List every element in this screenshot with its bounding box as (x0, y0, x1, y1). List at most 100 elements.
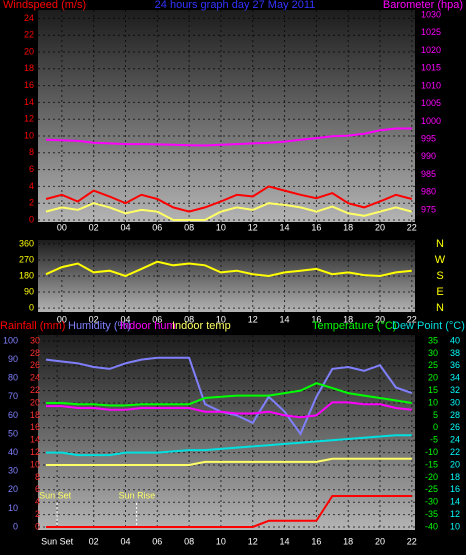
y-tick-label: 32 (450, 385, 460, 395)
x-tick-label: 16 (311, 222, 321, 232)
legend-label: Dew Point (°C) (392, 320, 465, 332)
y-tick-label: 10 (24, 130, 34, 140)
x-tick-label: 10 (216, 536, 226, 546)
x-tick-label: 04 (120, 222, 130, 232)
legend-label: Rainfall (mm) (0, 320, 65, 332)
y-tick-label: 14 (30, 435, 40, 445)
y-tick-label: 0 (433, 422, 438, 432)
y-tick-label: -10 (425, 447, 438, 457)
y-tick-label: 270 (19, 254, 34, 264)
y-tick-label: -5 (430, 435, 438, 445)
y-tick-label: 18 (30, 410, 40, 420)
y-tick-label: 2 (29, 198, 34, 208)
y-tick-label: 15 (428, 385, 438, 395)
y-tick-label: 10 (8, 503, 18, 513)
y-tick-label: 14 (24, 97, 34, 107)
y-tick-label: 40 (450, 335, 460, 345)
x-tick-label: 18 (343, 314, 353, 324)
y-tick-label: 16 (24, 80, 34, 90)
y-tick-label: 14 (450, 497, 460, 507)
x-tick-label: 00 (57, 222, 67, 232)
y-tick-label: 5 (433, 410, 438, 420)
y-tick-label: 38 (450, 348, 460, 358)
y-tick-label: 24 (450, 435, 460, 445)
legend-label: Indoor temp (172, 320, 231, 332)
y-tick-label: 36 (450, 360, 460, 370)
y-tick-label: -35 (425, 509, 438, 519)
y2-tick-label: 1010 (421, 80, 441, 90)
plot-area (38, 335, 415, 530)
series-line (46, 457, 412, 466)
x-tick-label: 10 (216, 314, 226, 324)
x-tick-label: Sun Set (41, 536, 74, 546)
x-tick-label: 12 (248, 314, 258, 324)
y-tick-label: 12 (30, 447, 40, 457)
x-tick-label: 10 (216, 222, 226, 232)
series-line (46, 382, 412, 407)
y-tick-label: 22 (30, 385, 40, 395)
y-tick-label: 6 (35, 484, 40, 494)
y-tick-label: 28 (450, 410, 460, 420)
compass-label: N (436, 238, 444, 250)
y-tick-label: 20 (428, 373, 438, 383)
y2-tick-label: 1005 (421, 98, 441, 108)
y-axis-label: Windspeed (m/s) (3, 0, 86, 11)
y2-tick-label: 1020 (421, 45, 441, 55)
y-tick-label: 90 (8, 354, 18, 364)
y-tick-label: 16 (450, 484, 460, 494)
x-tick-label: 08 (184, 314, 194, 324)
y-tick-label: 25 (428, 360, 438, 370)
y-tick-label: 60 (8, 410, 18, 420)
series-line (45, 127, 412, 147)
x-tick-label: 18 (343, 222, 353, 232)
x-tick-label: 14 (280, 222, 290, 232)
x-tick-label: 08 (184, 222, 194, 232)
y-tick-label: 10 (30, 459, 40, 469)
y-tick-label: 12 (24, 114, 34, 124)
y2-axis-label: Barometer (hpa) (383, 0, 463, 11)
y-tick-label: 10 (428, 397, 438, 407)
compass-label: S (436, 270, 443, 282)
legend-label: Humidity (%) (68, 320, 131, 332)
y-tick-label: 50 (8, 428, 18, 438)
y2-tick-label: 990 (421, 151, 436, 161)
y-tick-label: 0 (29, 302, 34, 312)
x-tick-label: 12 (248, 222, 258, 232)
y-tick-label: 180 (19, 270, 34, 280)
compass-label: E (436, 286, 443, 298)
x-tick-label: 02 (89, 314, 99, 324)
y-tick-label: 16 (30, 422, 40, 432)
y-tick-label: 24 (30, 373, 40, 383)
series-line (45, 185, 413, 213)
y2-tick-label: 980 (421, 187, 436, 197)
y-tick-label: 18 (24, 63, 34, 73)
y-tick-label: 10 (450, 521, 460, 531)
x-tick-label: 22 (407, 314, 417, 324)
x-tick-label: 14 (280, 536, 290, 546)
y-tick-label: 22 (24, 30, 34, 40)
y-tick-label: 70 (8, 391, 18, 401)
y-tick-label: 18 (450, 472, 460, 482)
x-tick-label: 22 (407, 222, 417, 232)
series-line (46, 495, 412, 528)
y-tick-label: 30 (30, 335, 40, 345)
y-tick-label: 12 (450, 509, 460, 519)
x-tick-label: 06 (152, 536, 162, 546)
y-tick-label: 8 (35, 472, 40, 482)
y-tick-label: 0 (35, 521, 40, 531)
y-tick-label: 0 (29, 214, 34, 224)
series-line (46, 401, 412, 419)
y-tick-label: 40 (8, 447, 18, 457)
y-tick-label: 30 (428, 348, 438, 358)
compass-label: W (435, 254, 446, 266)
y-tick-label: 100 (3, 335, 18, 345)
y-tick-label: -40 (425, 521, 438, 531)
y-tick-label: 8 (29, 147, 34, 157)
y-tick-label: 20 (8, 484, 18, 494)
x-tick-label: 20 (375, 314, 385, 324)
legend-label: Temperature (°C) (312, 320, 396, 332)
x-tick-label: 14 (280, 314, 290, 324)
plot-area (38, 240, 415, 312)
